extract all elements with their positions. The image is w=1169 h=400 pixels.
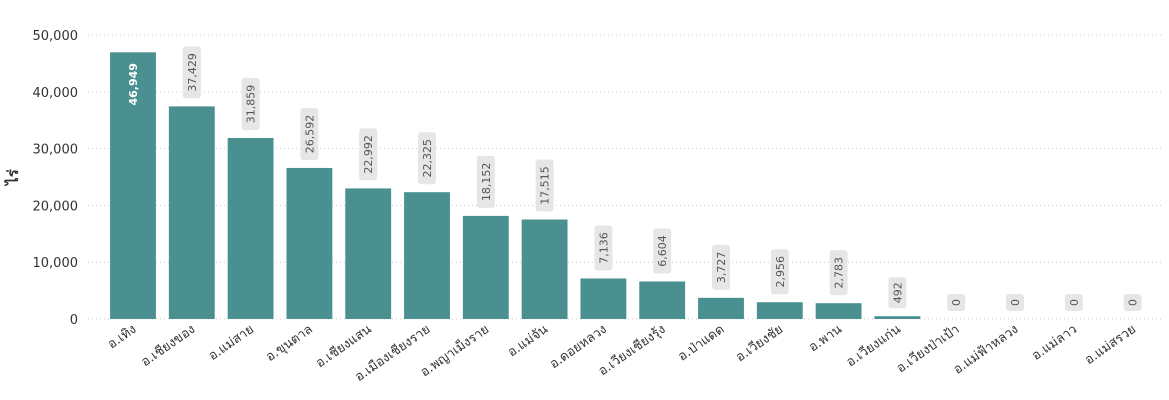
- value-label-group: 18,152: [476, 155, 495, 208]
- x-tick-label: อ.เชียงของ: [138, 321, 198, 370]
- value-label: 6,604: [656, 235, 669, 266]
- value-label: 492: [891, 282, 904, 303]
- value-label-box: [300, 107, 319, 160]
- value-label-box: [241, 78, 260, 131]
- value-label-group: 31,859: [241, 78, 260, 131]
- value-label-box: [712, 244, 730, 290]
- bar: [286, 167, 333, 319]
- value-label: 2,956: [774, 256, 787, 288]
- y-tick-label: 30,000: [33, 143, 79, 158]
- value-label-group: 7,136: [594, 225, 613, 271]
- value-label: 0: [1127, 299, 1140, 306]
- value-label-group: 3,727: [712, 244, 730, 290]
- x-tick-label: อ.แม่ลาว: [1029, 322, 1080, 364]
- value-label-group: 492: [888, 277, 907, 309]
- value-label: 2,783: [833, 257, 846, 289]
- value-label: 0: [1009, 299, 1022, 306]
- bar: [168, 106, 215, 319]
- value-label: 37,429: [186, 53, 199, 92]
- value-label-group: 17,515: [535, 159, 554, 212]
- value-label: 3,727: [715, 252, 728, 284]
- value-label-group: 37,429: [182, 46, 201, 99]
- value-label-group: 0: [1064, 294, 1083, 311]
- value-label-box: [1064, 294, 1083, 311]
- value-label-group: 46,949: [127, 63, 140, 105]
- bar: [404, 192, 450, 319]
- value-label-box: [947, 294, 966, 311]
- x-tick-label: อ.เวียงชัย: [733, 321, 786, 365]
- value-label: 18,152: [480, 163, 493, 202]
- value-label-group: 6,604: [653, 228, 672, 274]
- value-label-box: [359, 128, 378, 181]
- value-label: 17,515: [539, 166, 552, 205]
- bar: [462, 215, 509, 319]
- x-tick-label: อ.พาน: [806, 322, 845, 355]
- bar: [874, 316, 921, 319]
- value-label-box: [418, 132, 436, 185]
- value-label-box: [535, 159, 554, 212]
- bar: [580, 278, 627, 319]
- x-tick-label: อ.แม่ฟ้าหลวง: [951, 322, 1022, 378]
- value-label: 0: [1068, 299, 1081, 306]
- x-tick-label: อ.เทิง: [105, 322, 139, 352]
- value-label: 31,859: [245, 85, 258, 124]
- x-tick-label: อ.ป่าแดด: [675, 322, 727, 365]
- bar: [756, 302, 803, 319]
- y-tick-label: 50,000: [33, 29, 79, 44]
- value-label-box: [653, 228, 672, 274]
- y-tick-label: 20,000: [33, 199, 79, 214]
- value-label-box: [770, 249, 789, 295]
- value-label-box: [888, 277, 907, 309]
- value-label: 46,949: [127, 63, 140, 105]
- value-label-group: 26,592: [300, 107, 319, 160]
- value-label: 7,136: [597, 232, 610, 264]
- bar: [345, 188, 392, 319]
- x-tick-label: อ.แม่สาย: [206, 322, 257, 364]
- value-label: 22,992: [362, 135, 375, 174]
- bar: [521, 219, 568, 319]
- value-label-group: 22,992: [359, 128, 378, 181]
- value-label: 26,592: [303, 115, 316, 154]
- value-label: 22,325: [421, 139, 434, 178]
- value-label-group: 0: [947, 294, 966, 311]
- value-label-box: [476, 155, 495, 208]
- bar: [698, 297, 744, 319]
- x-tick-label: อ.แม่สรวย: [1082, 322, 1139, 368]
- value-label: 0: [950, 299, 963, 306]
- value-label-box: [182, 46, 201, 99]
- y-tick-label: 10,000: [33, 256, 79, 271]
- value-label-group: 22,325: [418, 132, 436, 185]
- bar: [110, 52, 156, 319]
- y-tick-label: 40,000: [33, 86, 79, 101]
- bar: [227, 138, 274, 319]
- value-label-group: 2,956: [770, 249, 789, 295]
- value-label-box: [1123, 294, 1142, 311]
- value-label-group: 0: [1006, 294, 1024, 311]
- value-label-box: [829, 250, 848, 296]
- value-label-group: 0: [1123, 294, 1142, 311]
- y-axis-title: ไร่: [3, 168, 22, 187]
- bar: [639, 281, 686, 319]
- x-tick-label: อ.ขุนตาล: [263, 322, 315, 365]
- x-tick-label: อ.แม่จัน: [505, 322, 551, 360]
- value-label-box: [1006, 294, 1024, 311]
- value-label-group: 2,783: [829, 250, 848, 296]
- bar: [815, 303, 862, 319]
- value-label-box: [594, 225, 613, 271]
- y-tick-label: 0: [70, 313, 78, 328]
